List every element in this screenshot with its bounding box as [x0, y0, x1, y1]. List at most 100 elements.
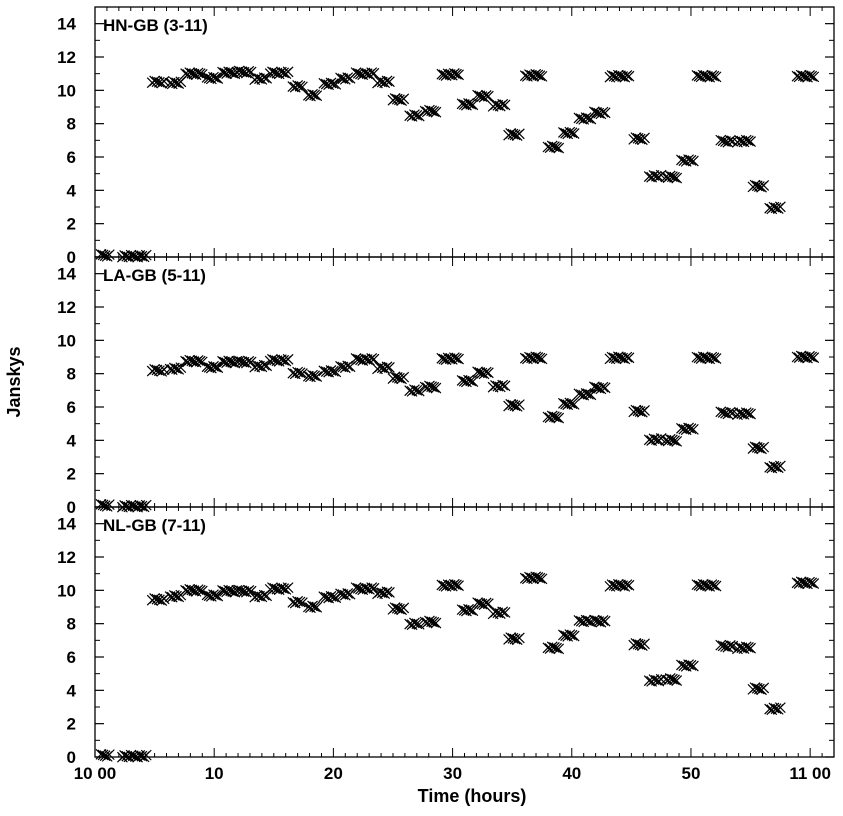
data-point [568, 398, 580, 410]
data-point [770, 202, 782, 214]
data-point [428, 616, 440, 628]
y-tick-label: 12 [57, 298, 76, 317]
y-tick-label: 14 [57, 515, 76, 534]
data-segment [387, 602, 410, 616]
data-segment [747, 179, 770, 193]
data-point [194, 355, 206, 367]
data-point [599, 382, 611, 394]
data-point [413, 385, 425, 397]
data-point [153, 76, 165, 88]
data-point [426, 381, 438, 393]
data-segment [715, 406, 739, 420]
data-point [184, 354, 196, 366]
data-segment [302, 600, 323, 614]
data-point [634, 406, 646, 417]
data-point [245, 356, 257, 368]
data-segment [404, 617, 425, 631]
y-tick-label: 12 [57, 548, 76, 567]
data-point [482, 90, 494, 102]
data-point [566, 629, 578, 641]
data-segment [116, 249, 152, 263]
data-point [368, 353, 380, 365]
data-segment [542, 410, 565, 424]
data-point [634, 639, 646, 651]
x-tick-label: 11 00 [789, 764, 831, 783]
data-point [530, 351, 542, 363]
data-segment [487, 606, 511, 620]
data-point [480, 597, 492, 609]
data-point [278, 354, 290, 366]
data-point [546, 140, 558, 152]
y-tick-label: 8 [67, 365, 76, 384]
data-point [623, 579, 635, 591]
data-segment [350, 353, 380, 366]
data-point [453, 69, 464, 81]
data-segment [660, 433, 683, 447]
data-point [806, 70, 818, 82]
data-point [184, 583, 196, 595]
data-segment [318, 77, 342, 91]
data-point [453, 353, 464, 365]
data-point [243, 65, 255, 77]
data-segment [217, 355, 243, 369]
data-segment [318, 590, 342, 604]
x-tick-label: 10 00 [74, 764, 117, 783]
data-point [158, 75, 170, 87]
x-axis-label: Time (hours) [418, 786, 527, 806]
data-segment [747, 441, 770, 455]
y-tick-label: 4 [67, 681, 77, 700]
data-point [597, 381, 609, 393]
data-point [227, 356, 239, 368]
data-segment [691, 578, 722, 592]
data-point [740, 134, 752, 146]
data-point [621, 579, 633, 591]
data-point [465, 375, 477, 387]
data-segment [164, 589, 187, 603]
data-point [666, 171, 678, 183]
data-point [753, 181, 765, 192]
data-point [480, 90, 492, 101]
data-segment [287, 80, 308, 93]
data-point [278, 583, 290, 595]
data-point [398, 371, 410, 383]
x-tick-label: 20 [324, 764, 343, 783]
data-point [430, 106, 442, 118]
data-point [194, 584, 206, 596]
data-segment [249, 589, 273, 603]
data-point [311, 601, 323, 613]
data-point [278, 67, 290, 79]
data-point [742, 642, 754, 653]
data-segment [146, 75, 170, 89]
data-point [745, 642, 756, 654]
data-segment [419, 615, 442, 629]
data-point [706, 70, 718, 81]
data-point [536, 70, 548, 82]
data-point [583, 388, 594, 400]
data-segment [573, 614, 597, 628]
data-segment [201, 589, 224, 602]
data-point [536, 573, 548, 585]
data-point [551, 141, 562, 153]
y-tick-label: 6 [67, 148, 76, 167]
data-point [472, 89, 484, 101]
data-point [212, 362, 224, 374]
data-point [806, 351, 818, 363]
data-segment [588, 614, 611, 628]
data-point [296, 81, 308, 93]
data-segment [732, 134, 756, 148]
data-segment [542, 140, 565, 154]
data-segment [676, 422, 699, 436]
data-point [424, 104, 435, 116]
data-point [296, 368, 308, 379]
data-segment [180, 354, 208, 368]
data-point [795, 69, 807, 81]
data-point [153, 594, 165, 606]
data-point [208, 589, 219, 601]
data-point [448, 68, 460, 79]
data-point [428, 381, 440, 393]
data-segment [318, 365, 342, 378]
data-point [795, 576, 807, 588]
data-point [534, 572, 546, 584]
data-point [125, 499, 137, 511]
data-segment [732, 407, 756, 421]
